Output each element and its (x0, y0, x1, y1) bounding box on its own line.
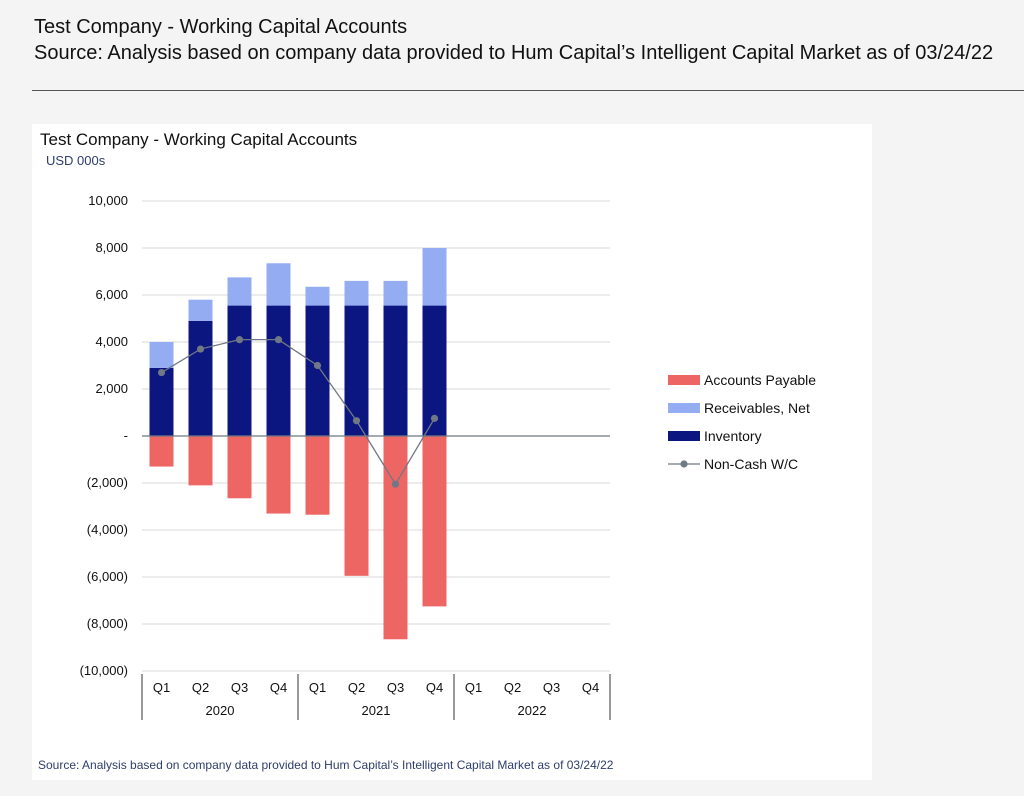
working-capital-chart: 10,000 8,000 6,000 4,000 2,000 - (2,000) (4,000… (80, 193, 816, 720)
bar-inventory (188, 320, 213, 436)
bar-inventory (344, 305, 369, 436)
bar-accounts-payable (188, 436, 213, 486)
marker-non-cash-wc (391, 480, 400, 488)
x-tick-label: Q3 (543, 680, 560, 695)
x-tick-label: Q4 (426, 680, 443, 695)
header-divider (32, 90, 1024, 91)
chart-footnote: Source: Analysis based on company data p… (38, 758, 614, 772)
x-tick-label: Q3 (231, 680, 248, 695)
page-title: Test Company - Working Capital Accounts (34, 16, 408, 38)
marker-non-cash-wc (313, 361, 322, 370)
x-tick-label: Q2 (504, 680, 521, 695)
y-tick-label: (6,000) (87, 569, 128, 584)
bar-inventory (383, 305, 408, 436)
x-tick-label: Q3 (387, 680, 404, 695)
bar-accounts-payable (266, 436, 291, 514)
bar-receivables (344, 280, 369, 306)
y-tick-label: 4,000 (95, 334, 128, 349)
legend-swatch (668, 431, 700, 441)
bar-accounts-payable (149, 436, 174, 467)
bar-receivables (188, 299, 213, 321)
x-tick-label: Q4 (270, 680, 287, 695)
bar-receivables (266, 263, 291, 306)
x-tick-label: Q1 (153, 680, 170, 695)
marker-non-cash-wc (274, 336, 283, 344)
legend-swatch (668, 375, 700, 385)
y-tick-label: (10,000) (80, 663, 128, 678)
y-tick-label: - (124, 428, 128, 443)
y-tick-label: 2,000 (95, 381, 128, 396)
legend-label: Receivables, Net (704, 400, 810, 416)
marker-non-cash-wc (157, 368, 166, 377)
legend-label: Accounts Payable (704, 372, 816, 388)
y-tick-label: 10,000 (88, 193, 128, 208)
bar-receivables (149, 342, 174, 368)
bar-inventory (305, 305, 330, 436)
bar-receivables (305, 286, 330, 306)
x-tick-label: Q2 (348, 680, 365, 695)
marker-non-cash-wc (235, 336, 244, 344)
bar-inventory (422, 305, 447, 436)
x-group-label: 2021 (362, 703, 391, 718)
bar-inventory (149, 367, 174, 436)
marker-non-cash-wc (430, 414, 439, 422)
marker-non-cash-wc (352, 417, 361, 425)
x-group-label: 2022 (518, 703, 547, 718)
bar-receivables (422, 248, 447, 306)
y-tick-label: (8,000) (87, 616, 128, 631)
bar-accounts-payable (305, 436, 330, 515)
page-source-note: Source: Analysis based on company data p… (34, 42, 994, 64)
x-tick-label: Q1 (309, 680, 326, 695)
bar-accounts-payable (344, 436, 369, 576)
x-tick-label: Q4 (582, 680, 599, 695)
bar-accounts-payable (227, 436, 252, 499)
x-tick-label: Q2 (192, 680, 209, 695)
chart-subtitle: USD 000s (46, 153, 106, 168)
x-tick-label: Q1 (465, 680, 482, 695)
y-tick-label: (4,000) (87, 522, 128, 537)
legend-label: Inventory (704, 428, 762, 444)
y-tick-label: 6,000 (95, 287, 128, 302)
marker-non-cash-wc (196, 345, 205, 353)
legend-swatch (668, 403, 700, 413)
chart-title: Test Company - Working Capital Accounts (40, 130, 358, 149)
bar-accounts-payable (383, 436, 408, 640)
y-tick-label: 8,000 (95, 240, 128, 255)
x-group-label: 2020 (206, 703, 235, 718)
legend-label: Non-Cash W/C (704, 456, 798, 472)
line-non-cash-wc (161, 338, 436, 486)
bar-inventory (266, 305, 291, 436)
chart-card: Test Company - Working Capital Accounts … (32, 124, 872, 780)
page-header: Test Company - Working Capital Accounts … (34, 14, 993, 66)
legend-swatch-marker (680, 460, 688, 468)
bar-inventory (227, 305, 252, 436)
bar-receivables (227, 277, 252, 306)
bar-accounts-payable (422, 436, 447, 607)
y-tick-label: (2,000) (87, 475, 128, 490)
bar-receivables (383, 280, 408, 306)
